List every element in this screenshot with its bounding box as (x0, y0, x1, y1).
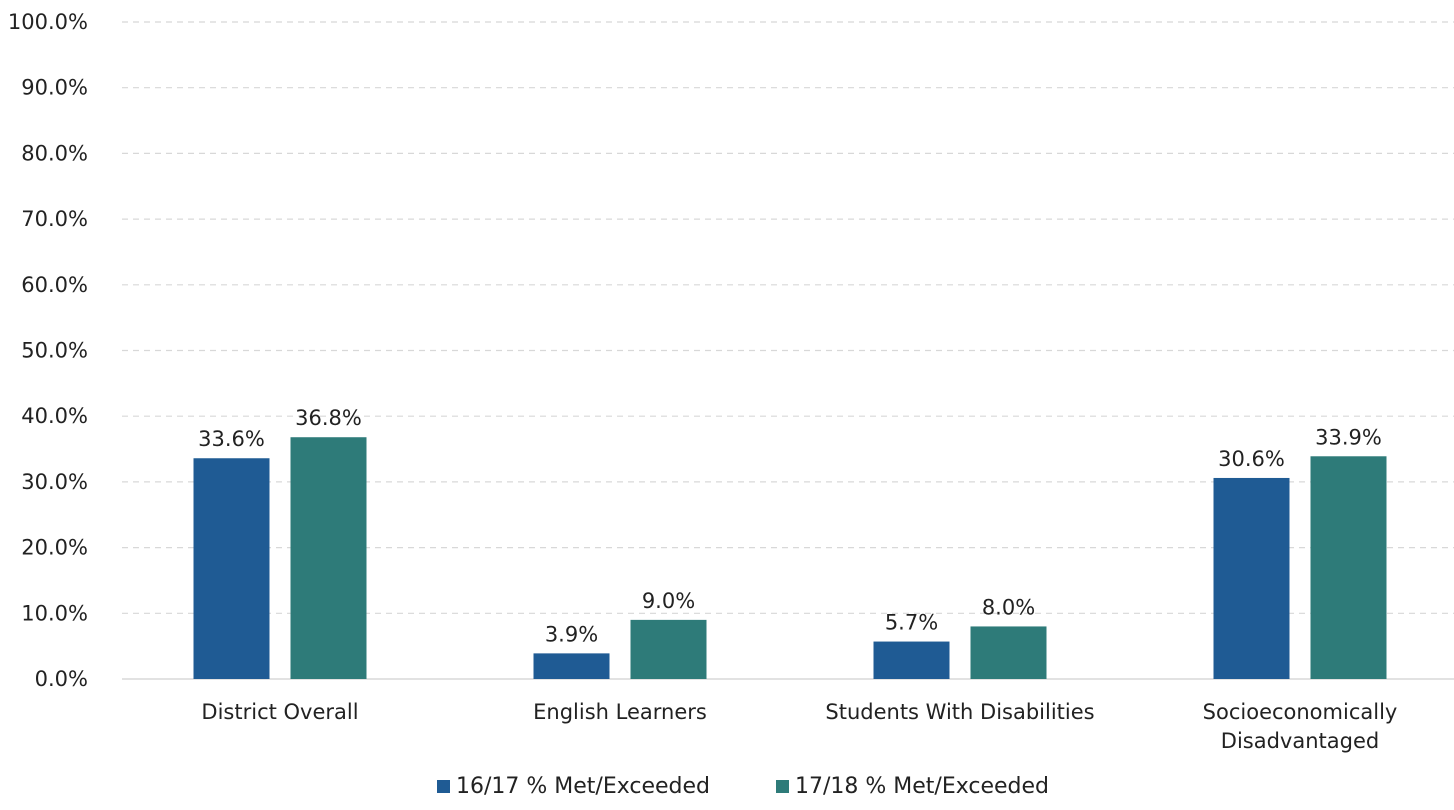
y-tick-label: 0.0% (35, 667, 88, 691)
y-tick-label: 30.0% (21, 470, 88, 494)
data-label: 36.8% (295, 406, 362, 430)
category-label: District Overall (201, 700, 358, 724)
y-tick-label: 20.0% (21, 536, 88, 560)
data-label: 9.0% (642, 589, 695, 613)
legend-swatch (776, 780, 789, 793)
data-label: 8.0% (982, 595, 1035, 619)
y-tick-label: 70.0% (21, 207, 88, 231)
bar-series2-3 (970, 626, 1047, 679)
x-axis-categories: District Overall English Learners Students… (201, 700, 1397, 753)
bars (193, 437, 1387, 679)
y-tick-label: 50.0% (21, 339, 88, 363)
y-tick-label: 90.0% (21, 76, 88, 100)
bar-series1-4 (1213, 477, 1290, 679)
y-tick-label: 40.0% (21, 404, 88, 428)
bar-series1-2 (533, 653, 610, 679)
y-tick-label: 100.0% (8, 10, 88, 34)
bar-series1-3 (873, 641, 950, 679)
category-label: Students With Disabilities (825, 700, 1094, 724)
y-tick-label: 60.0% (21, 273, 88, 297)
data-label: 30.6% (1218, 447, 1285, 471)
legend: 16/17 % Met/Exceeded 17/18 % Met/Exceeded (437, 774, 1049, 799)
data-label: 3.9% (545, 622, 598, 646)
category-label: Disadvantaged (1221, 729, 1379, 753)
bar-series1-1 (193, 458, 270, 679)
y-tick-label: 10.0% (21, 601, 88, 625)
bar-series2-2 (630, 619, 707, 679)
legend-label: 17/18 % Met/Exceeded (795, 774, 1049, 799)
data-label: 33.9% (1315, 425, 1382, 449)
category-label: Socioeconomically (1203, 700, 1398, 724)
bar-series2-4 (1310, 456, 1387, 679)
data-label: 5.7% (885, 611, 938, 635)
category-label: English Learners (533, 700, 707, 724)
legend-swatch (437, 780, 450, 793)
data-label: 33.6% (198, 427, 265, 451)
bar-series2-1 (290, 437, 367, 679)
y-tick-label: 80.0% (21, 141, 88, 165)
data-labels: 33.6% 36.8% 3.9% 9.0% 5.7% 8.0% 30.6% 33.9% (198, 406, 1382, 646)
legend-label: 16/17 % Met/Exceeded (456, 774, 710, 799)
y-axis-ticks: 0.0% 10.0% 20.0% 30.0% 40.0% 50.0% 60.0% 70.0% 8… (8, 10, 88, 691)
